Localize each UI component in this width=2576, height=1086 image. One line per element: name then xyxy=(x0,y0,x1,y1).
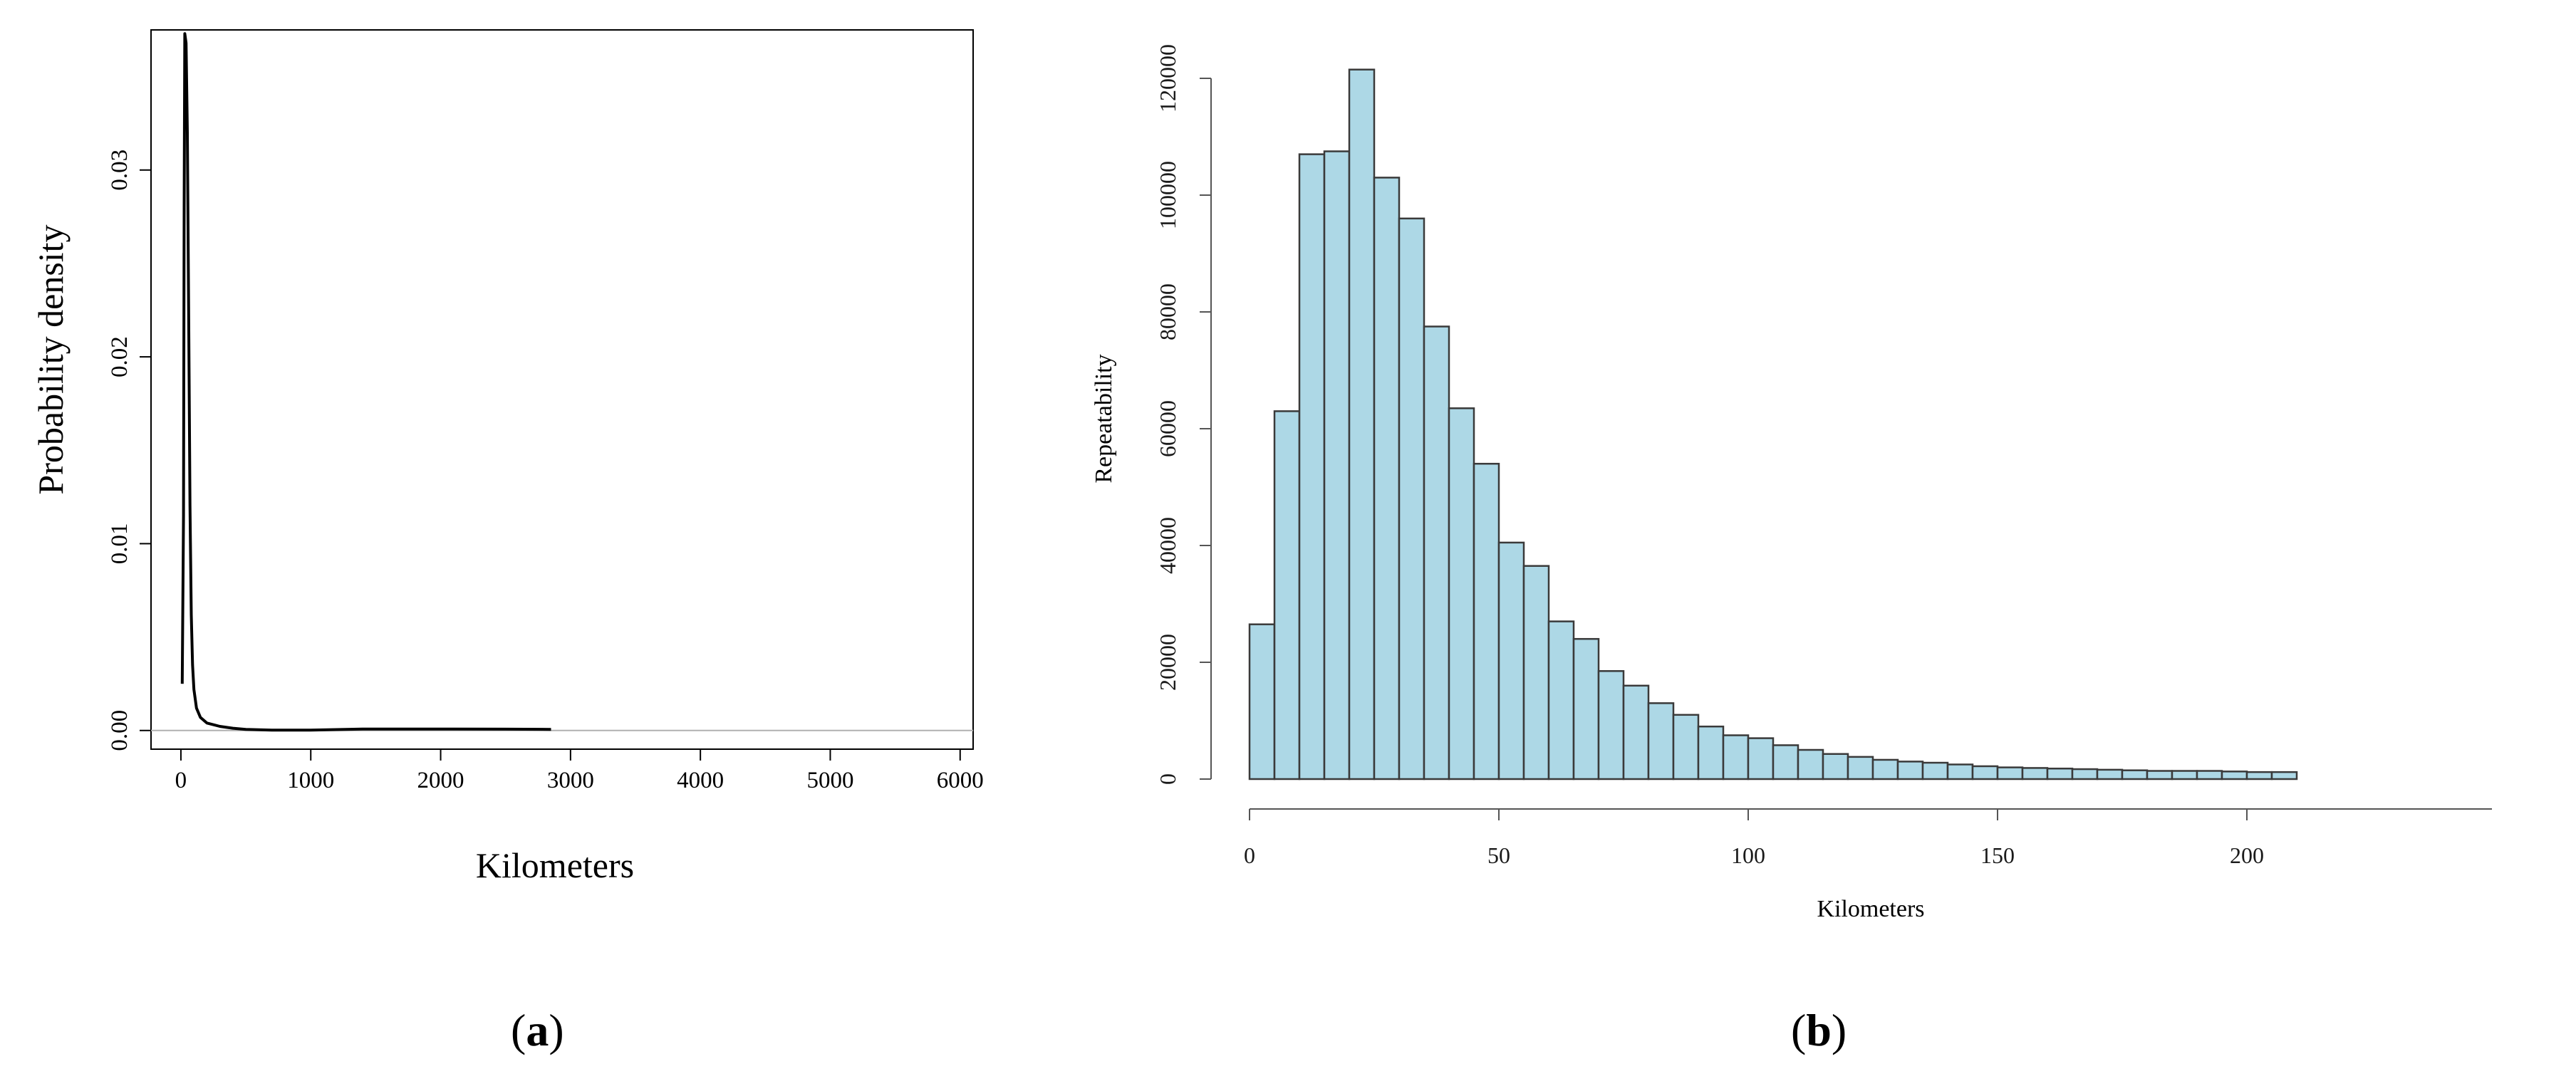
x-axis-label-a: Kilometers xyxy=(476,845,634,885)
histogram-bar xyxy=(1797,748,1824,780)
histogram-bar xyxy=(1697,725,1725,780)
y-axis-label-b: Repeatability xyxy=(1091,354,1117,483)
y-tick-label-a: 0.00 xyxy=(107,710,133,751)
histogram-bar xyxy=(1348,68,1376,780)
x-tick-label-a: 0 xyxy=(175,768,187,793)
y-tick-label-b: 60000 xyxy=(1155,400,1180,457)
x-tick-label-b: 100 xyxy=(1731,842,1765,868)
panel-caption-a: (a) xyxy=(511,1005,564,1055)
x-tick-label-a: 4000 xyxy=(677,768,724,793)
panel-caption-b: (b) xyxy=(1791,1005,1847,1055)
y-tick-label-b: 100000 xyxy=(1155,161,1180,229)
x-tick-label-b: 50 xyxy=(1487,842,1510,868)
y-tick-label-a: 0.02 xyxy=(107,336,133,377)
chart-b: 0 50 100 150 200 0 20000 40000 60000 80000 100000… xyxy=(1091,44,2492,922)
histogram-bar xyxy=(1448,407,1475,780)
histogram-bar xyxy=(1896,761,1924,780)
histogram-bar xyxy=(2046,767,2074,780)
histogram-bar xyxy=(1497,541,1525,780)
histogram-bar xyxy=(1572,637,1600,780)
histogram-bar xyxy=(1522,565,1550,780)
x-ticks-a: 0 1000 2000 3000 4000 5000 6000 xyxy=(175,749,984,793)
histogram-bar xyxy=(1921,761,1949,780)
y-axis-label-a: Probability density xyxy=(31,224,71,494)
histogram-bar xyxy=(1323,150,1351,780)
histogram-bar xyxy=(1622,684,1650,780)
histogram-bar xyxy=(1822,753,1849,780)
y-tick-label-b: 0 xyxy=(1155,773,1180,785)
x-tick-label-b: 0 xyxy=(1244,842,1255,868)
x-tick-label-b: 200 xyxy=(2230,842,2264,868)
histogram-bar xyxy=(1946,763,1974,780)
histogram-bar xyxy=(1672,714,1700,780)
histogram-bar xyxy=(1772,744,1799,780)
histogram-bar xyxy=(2071,768,2099,780)
histogram-bar xyxy=(1473,462,1500,780)
histogram-bar xyxy=(2121,769,2149,780)
y-tick-label-a: 0.01 xyxy=(107,523,133,565)
x-tick-label-a: 2000 xyxy=(417,768,464,793)
histogram-bar xyxy=(2221,771,2248,780)
x-tick-label-a: 5000 xyxy=(806,768,853,793)
y-ticks-b: 0 20000 40000 60000 80000 100000 120000 xyxy=(1155,44,1211,785)
histogram-bar xyxy=(2171,770,2198,780)
histogram-bar xyxy=(1597,670,1625,780)
x-axis-label-b: Kilometers xyxy=(1817,896,1924,922)
y-tick-label-b: 20000 xyxy=(1155,634,1180,691)
histogram-bar xyxy=(1547,620,1575,780)
histogram-bar xyxy=(1273,410,1301,780)
histogram-bar xyxy=(1871,758,1899,780)
x-tick-label-a: 3000 xyxy=(547,768,594,793)
density-line xyxy=(180,32,551,732)
histogram-bar xyxy=(1647,702,1675,780)
histogram-bar xyxy=(2270,771,2298,780)
histogram-bar xyxy=(1373,177,1401,780)
histogram-bar xyxy=(1747,737,1775,780)
histogram-bar xyxy=(2021,767,2049,780)
histogram-bar xyxy=(1298,153,1326,780)
histogram-bar xyxy=(1423,325,1450,780)
histogram-bar xyxy=(1722,734,1750,780)
y-tick-label-b: 120000 xyxy=(1155,44,1180,113)
histogram-bar xyxy=(1847,756,1874,780)
chart-a: 0 1000 2000 3000 4000 5000 6000 0.000.010.020.… xyxy=(31,29,984,885)
histogram-bar xyxy=(1971,765,1999,780)
histogram-bar xyxy=(1996,766,2024,780)
histogram-bar xyxy=(2196,770,2223,780)
histogram-bar xyxy=(1398,217,1425,780)
histogram-bar xyxy=(2146,770,2174,780)
histogram-bar xyxy=(2096,768,2124,780)
y-tick-label-b: 40000 xyxy=(1155,517,1180,574)
y-ticks-a: 0.00 0.01 0.02 0.03 xyxy=(107,150,151,751)
histogram-bar xyxy=(2245,771,2273,780)
histogram-bar xyxy=(1248,623,1276,780)
x-tick-label-a: 1000 xyxy=(287,768,334,793)
y-tick-label-a: 0.03 xyxy=(107,150,133,191)
histogram-bars xyxy=(1248,68,2298,780)
plot-frame-a xyxy=(150,29,974,750)
x-tick-label-b: 150 xyxy=(1980,842,2015,868)
y-tick-label-b: 80000 xyxy=(1155,283,1180,340)
x-ticks-b: 0 50 100 150 200 xyxy=(1244,809,2264,868)
x-tick-label-a: 6000 xyxy=(937,768,984,793)
